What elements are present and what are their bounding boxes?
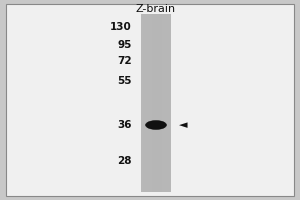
Text: 28: 28 (118, 156, 132, 166)
Bar (165, 14, 166, 192)
Bar (150, 14, 152, 192)
Bar (164, 14, 165, 192)
Ellipse shape (146, 120, 167, 130)
Bar (144, 14, 146, 192)
Bar (148, 14, 150, 192)
Bar (168, 14, 170, 192)
Text: 95: 95 (118, 40, 132, 50)
Text: 55: 55 (118, 76, 132, 86)
Bar (160, 14, 162, 192)
Bar (147, 14, 148, 192)
Bar (167, 14, 168, 192)
Bar (153, 14, 154, 192)
Bar (169, 14, 171, 192)
Bar (154, 14, 156, 192)
Bar (141, 14, 171, 192)
Text: Z-brain: Z-brain (136, 4, 176, 14)
Bar (142, 14, 144, 192)
Text: 130: 130 (110, 22, 132, 32)
Text: 72: 72 (117, 56, 132, 66)
Bar (141, 14, 142, 192)
Bar (152, 14, 153, 192)
Text: ◄: ◄ (178, 120, 187, 130)
Bar (162, 14, 164, 192)
Bar (159, 14, 160, 192)
Bar (156, 14, 158, 192)
Text: 36: 36 (118, 120, 132, 130)
Bar (146, 14, 147, 192)
Bar (158, 14, 159, 192)
